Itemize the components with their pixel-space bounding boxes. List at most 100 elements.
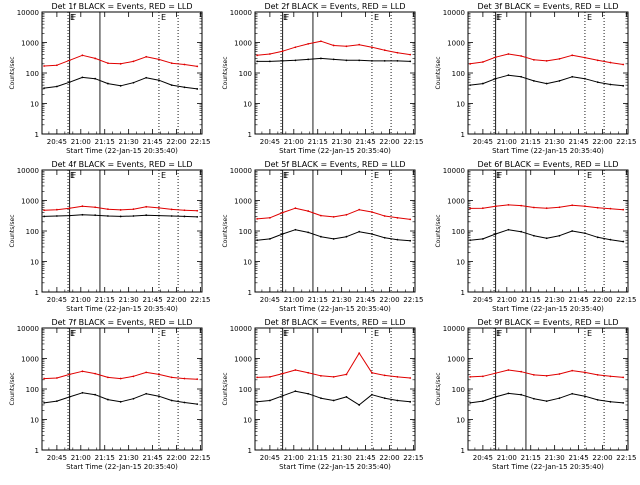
- chart-panel: Det 2f BLACK = Events, RED = LLD Counts/s…: [222, 2, 423, 155]
- data-point: [132, 208, 135, 211]
- plot-frame: [41, 169, 203, 293]
- y-axis-label: Counts/sec: [435, 56, 442, 89]
- data-point: [256, 239, 259, 242]
- data-point: [94, 206, 97, 209]
- x-tick-label: 21:00: [284, 296, 304, 304]
- chart-title: Det 6f BLACK = Events, RED = LLD: [477, 160, 618, 169]
- data-point: [383, 397, 386, 400]
- x-tick-label: 21:00: [284, 454, 304, 462]
- data-point: [507, 74, 510, 77]
- y-tick-label: 1: [35, 289, 39, 297]
- y-tick-label: 1: [461, 447, 465, 455]
- data-point: [494, 372, 497, 375]
- x-tick-label: 21:00: [497, 296, 517, 304]
- x-tick-label: 21:15: [521, 454, 541, 462]
- data-point: [371, 393, 373, 396]
- data-point: [609, 207, 612, 210]
- data-point: [107, 398, 109, 401]
- chart-panel: Det 8f BLACK = Events, RED = LLD Counts/s…: [222, 318, 423, 471]
- data-point: [545, 400, 548, 403]
- data-point: [119, 84, 122, 87]
- data-point: [183, 86, 186, 89]
- data-point: [94, 393, 97, 396]
- data-point: [609, 238, 612, 241]
- data-point: [358, 230, 361, 233]
- y-tick-label: 1000: [234, 356, 252, 364]
- data-point: [383, 59, 386, 62]
- plot-frame: [467, 11, 629, 135]
- x-tick-label: 21:45: [355, 454, 375, 462]
- time-marker-label: E: [283, 13, 288, 22]
- data-point: [183, 209, 186, 212]
- data-point: [119, 215, 122, 218]
- x-tick-label: 22:00: [166, 138, 186, 146]
- data-point: [545, 207, 548, 210]
- data-point: [332, 215, 335, 218]
- y-tick-label: 1000: [21, 198, 39, 206]
- data-point: [320, 235, 322, 238]
- time-marker-label: E: [496, 171, 501, 180]
- data-point: [469, 402, 472, 404]
- time-marker-label: E: [283, 171, 288, 180]
- y-tick-label: 1: [35, 447, 39, 455]
- data-point: [481, 400, 484, 403]
- data-point: [55, 64, 58, 67]
- data-point: [81, 370, 84, 373]
- data-point: [170, 208, 173, 211]
- data-point: [345, 235, 348, 238]
- data-point: [268, 60, 271, 63]
- data-point: [371, 59, 373, 62]
- data-point: [170, 215, 173, 217]
- x-axis-label: Start Time (22-Jan-15 20:35:40): [66, 305, 178, 313]
- data-point: [409, 377, 412, 379]
- chart-panel: Det 5f BLACK = Events, RED = LLD Counts/s…: [222, 160, 423, 313]
- data-point: [332, 58, 335, 61]
- time-marker-label: E: [70, 329, 75, 338]
- data-point: [196, 403, 199, 405]
- y-tick-label: 1000: [234, 198, 252, 206]
- data-point: [622, 84, 625, 87]
- data-point: [256, 54, 259, 57]
- data-point: [507, 369, 510, 371]
- data-point: [584, 371, 586, 374]
- data-point: [55, 215, 58, 217]
- x-axis-label: Start Time (22-Jan-15 20:35:40): [279, 305, 391, 313]
- time-marker-label: F: [285, 13, 290, 22]
- data-point: [409, 239, 412, 242]
- y-tick-label: 100: [239, 70, 252, 78]
- data-point: [256, 376, 259, 379]
- data-point: [596, 59, 599, 62]
- data-point: [170, 376, 173, 379]
- chart-title: Det 4f BLACK = Events, RED = LLD: [51, 160, 192, 169]
- x-tick-label: 20:45: [260, 454, 280, 462]
- x-tick-label: 20:45: [47, 138, 67, 146]
- x-tick-label: 21:30: [545, 296, 565, 304]
- chart-title: Det 9f BLACK = Events, RED = LLD: [477, 318, 618, 327]
- data-point: [94, 57, 97, 60]
- data-point: [145, 76, 148, 79]
- y-axis-label: Counts/sec: [9, 372, 16, 405]
- data-point: [596, 81, 599, 84]
- time-marker-label: E: [587, 13, 592, 22]
- chart-panel: Det 7f BLACK = Events, RED = LLD Counts/s…: [9, 318, 210, 471]
- y-tick-label: 10: [30, 259, 39, 267]
- data-point: [119, 400, 122, 403]
- data-point: [345, 59, 348, 62]
- data-point: [469, 239, 472, 242]
- series-line: [44, 76, 198, 90]
- y-tick-label: 100: [452, 386, 465, 394]
- x-tick-label: 21:00: [497, 454, 517, 462]
- data-point: [196, 209, 199, 212]
- series-line: [257, 352, 411, 379]
- data-point: [571, 75, 574, 78]
- x-tick-label: 21:15: [308, 454, 328, 462]
- data-point: [320, 397, 322, 400]
- y-tick-label: 10000: [17, 167, 39, 175]
- y-tick-label: 1000: [447, 198, 465, 206]
- data-point: [145, 214, 148, 217]
- data-point: [107, 82, 109, 85]
- x-tick-label: 22:15: [190, 454, 210, 462]
- chart-panel: Det 3f BLACK = Events, RED = LLD Counts/s…: [435, 2, 636, 155]
- data-point: [520, 230, 523, 233]
